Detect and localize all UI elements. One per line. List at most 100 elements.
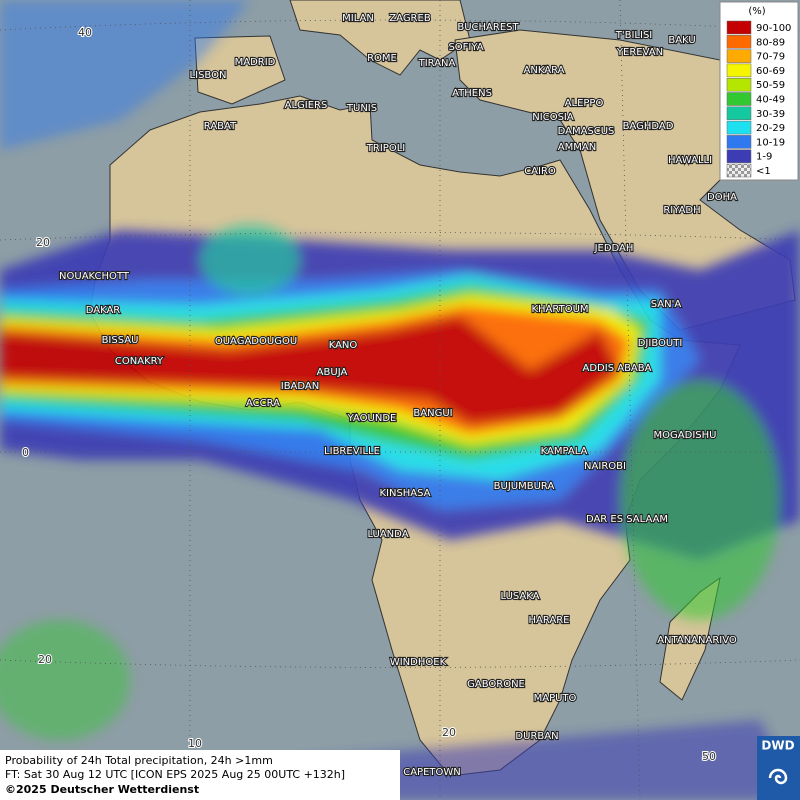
city-label: DAKAR (86, 305, 121, 316)
city-label: DOHA (707, 192, 737, 203)
city-label: HAWALLI (668, 155, 712, 166)
city-label: ATHENS (452, 88, 492, 99)
legend-label: 50-59 (756, 80, 785, 91)
footer-copyright: ©2025 Deutscher Wetterdienst (5, 783, 199, 796)
legend-swatch (726, 149, 752, 163)
city-label: CONAKRY (115, 356, 164, 367)
city-label: TRIPOLI (366, 143, 405, 154)
grid-label: 20 (36, 236, 50, 249)
logo-box (757, 736, 800, 800)
legend-swatch (726, 49, 752, 63)
city-label: DURBAN (515, 731, 558, 742)
city-label: TUNIS (346, 103, 377, 114)
city-label: MAPUTO (534, 693, 577, 704)
legend-label: 90-100 (756, 23, 791, 34)
city-label: KANO (329, 340, 358, 351)
legend-label: 40-49 (756, 95, 785, 106)
city-label: DJIBOUTI (638, 338, 683, 349)
city-label: NAIROBI (584, 461, 626, 472)
city-label: JEDDAH (594, 243, 634, 254)
legend-swatch (726, 63, 752, 78)
city-label: ADDIS ABABA (583, 363, 652, 374)
city-label: MOGADISHU (654, 430, 717, 441)
city-label: MILAN (342, 13, 374, 24)
city-label: SAN'A (651, 299, 682, 310)
legend-label: 70-79 (756, 52, 785, 63)
city-label: RABAT (204, 121, 237, 132)
legend-label: 30-39 (756, 109, 785, 120)
logo-text: DWD (761, 739, 794, 753)
city-label: WINDHOEK (390, 657, 447, 668)
grid-label: 10 (188, 737, 202, 750)
city-label: T'BILISI (615, 30, 652, 41)
legend-title: (%) (748, 6, 765, 17)
legend-label: 80-89 (756, 37, 785, 48)
labels: MILAN ZAGREB BUCHAREST SOFIYA T'BILISI BAKU YE… (21, 12, 738, 779)
city-label: BAGHDAD (623, 121, 674, 132)
city-label: DAMASCUS (558, 126, 615, 137)
city-label: NICOSIA (532, 112, 574, 123)
city-label: LUSAKA (501, 591, 540, 602)
city-label: BUJUMBURA (494, 481, 555, 492)
city-label: YAOUNDE (347, 413, 397, 424)
city-label: GABORONE (467, 679, 525, 690)
footer-box (0, 750, 400, 800)
footer-forecast: FT: Sat 30 Aug 12 UTC [ICON EPS 2025 Aug… (5, 768, 345, 781)
city-label: BANGUI (413, 408, 452, 419)
legend-swatch (726, 92, 752, 106)
footer-title: Probability of 24h Total precipitation, … (5, 754, 273, 767)
city-label: TIRANA (418, 58, 456, 69)
city-label: CAPETOWN (403, 767, 461, 778)
city-label: KHARTOUM (531, 304, 588, 315)
legend-label: 20-29 (756, 123, 785, 134)
city-label: HARARE (528, 615, 569, 626)
city-label: ABUJA (317, 367, 348, 378)
grid-label: 20 (38, 653, 52, 666)
city-label: KAMPALA (541, 446, 588, 457)
logo: DWD (757, 736, 800, 800)
city-label: MADRID (235, 57, 276, 68)
grid-label: 40 (78, 26, 92, 39)
logo-icon (768, 768, 788, 785)
grid-label: 20 (442, 726, 456, 739)
legend-swatch (726, 20, 752, 35)
legend-swatch (726, 77, 752, 92)
legend-label: 60-69 (756, 66, 785, 77)
city-label: ALGIERS (285, 100, 328, 111)
city-label: BAKU (668, 35, 695, 46)
grid-label: 50 (702, 750, 716, 763)
city-label: CAIRO (524, 166, 556, 177)
legend-label: 10-19 (756, 137, 785, 148)
city-label: LUANDA (367, 529, 408, 540)
legend-label: 1-9 (756, 152, 772, 163)
legend-label: <1 (756, 166, 771, 177)
city-label: ACCRA (246, 398, 280, 409)
city-label: RIYADH (663, 205, 700, 216)
city-label: ANKARA (524, 65, 565, 76)
city-label: ROME (367, 53, 397, 64)
legend-swatch (726, 135, 752, 149)
city-label: BUCHAREST (457, 22, 519, 33)
city-label: SOFIYA (448, 42, 483, 53)
city-label: LISBON (190, 70, 227, 81)
legend-swatch (726, 120, 752, 135)
city-label: LIBREVILLE (324, 446, 380, 457)
legend-swatch (726, 35, 752, 49)
city-label: IBADAN (281, 381, 320, 392)
city-label: YEREVAN (616, 47, 663, 58)
city-label: DAR ES SALAAM (586, 514, 668, 525)
city-label: ZAGREB (389, 13, 431, 24)
city-label: AMMAN (558, 142, 596, 153)
city-label: ALEPPO (565, 98, 604, 109)
legend-swatch (726, 163, 752, 178)
footer: Probability of 24h Total precipitation, … (0, 750, 400, 800)
city-label: OUAGADOUGOU (215, 336, 297, 347)
city-label: NOUAKCHOTT (59, 271, 130, 282)
city-label: BISSAU (102, 335, 139, 346)
legend: (%) 90-100 80-89 70-79 60-69 50-59 40-49 30-39 2… (719, 1, 799, 181)
city-label: KINSHASA (379, 488, 430, 499)
legend-swatch (726, 106, 752, 121)
